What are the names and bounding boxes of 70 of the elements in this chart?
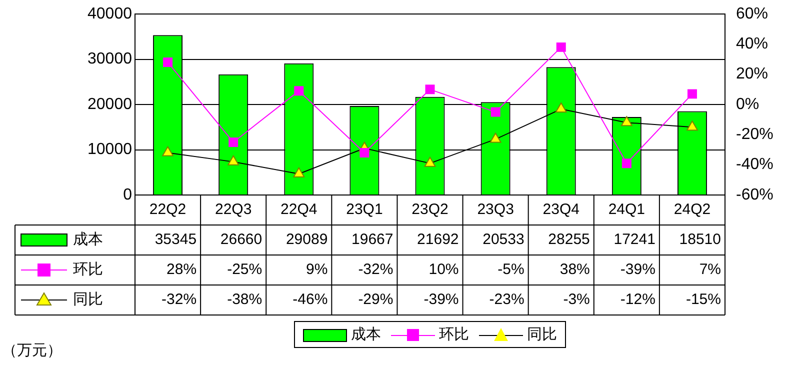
data-label: 20533	[482, 231, 524, 248]
y2-tick-label: 20%	[736, 66, 768, 83]
data-label: 28%	[166, 261, 197, 278]
point	[490, 107, 500, 117]
point	[228, 137, 238, 147]
data-label: -46%	[292, 291, 328, 308]
data-label: 38%	[560, 261, 590, 278]
data-label: 9%	[306, 261, 328, 278]
data-label: 21692	[417, 231, 459, 248]
data-label: -39%	[620, 261, 656, 278]
data-label: 35345	[154, 231, 197, 248]
y2-tick-label: -60%	[736, 186, 774, 204]
point	[555, 102, 567, 113]
y-tick-label: 30000	[88, 50, 132, 68]
data-label: -39%	[424, 291, 459, 308]
x-tick-label: 23Q4	[542, 201, 580, 218]
point	[686, 120, 698, 131]
data-label: -32%	[162, 291, 197, 308]
data-label: -32%	[358, 261, 394, 278]
point	[163, 58, 173, 68]
text: 环比	[439, 326, 469, 343]
data-label: -3%	[563, 291, 590, 308]
data-label: -12%	[620, 291, 656, 308]
data-label: -23%	[489, 291, 524, 308]
x-tick-label: 24Q1	[608, 201, 646, 218]
data-label: 28255	[548, 231, 590, 248]
data-label: -38%	[227, 291, 262, 308]
point	[228, 155, 240, 166]
data-label: -15%	[686, 291, 721, 308]
legend-label: 环比	[73, 261, 103, 278]
data-label: 26660	[220, 231, 262, 248]
x-tick-label: 24Q2	[674, 201, 711, 218]
y2-tick-label: 0%	[736, 96, 760, 113]
data-label: 17241	[614, 231, 656, 248]
point	[294, 86, 304, 96]
legend-label: 同比	[73, 291, 103, 308]
x-tick-label: 23Q1	[346, 201, 383, 218]
x-tick-label: 22Q2	[149, 201, 186, 218]
x-tick-label: 22Q4	[280, 201, 318, 218]
y-tick-label: 40000	[88, 5, 132, 22]
point	[162, 146, 174, 156]
x-tick-label: 22Q3	[214, 201, 252, 218]
data-label: 7%	[699, 261, 721, 278]
x-tick-label: 23Q3	[477, 201, 514, 218]
text: （万元）	[2, 342, 62, 360]
point	[556, 42, 566, 52]
data-label: -25%	[227, 261, 262, 278]
point	[424, 156, 436, 167]
y2-tick-label: -40%	[736, 156, 774, 174]
point	[687, 89, 697, 99]
data-label: 18510	[679, 231, 721, 248]
legend-label: 成本	[73, 231, 103, 248]
data-label: 29089	[286, 231, 328, 248]
point	[490, 132, 502, 143]
point	[620, 116, 632, 126]
point	[293, 167, 305, 178]
y-tick-label: 0	[123, 186, 132, 204]
y-tick-label: 10000	[88, 141, 132, 158]
x-tick-label: 23Q2	[412, 201, 448, 218]
y2-tick-label: 60%	[736, 5, 768, 22]
data-label: -29%	[358, 291, 394, 308]
data-label: -5%	[498, 261, 524, 278]
y-tick-label: 20000	[88, 96, 132, 113]
text: 同比	[527, 326, 557, 343]
y2-tick-label: -20%	[736, 126, 774, 144]
y2-tick-label: 40%	[736, 36, 768, 53]
text: 成本	[351, 326, 381, 343]
data-label: 10%	[428, 261, 459, 278]
data-label: 19667	[352, 231, 394, 248]
point	[425, 84, 435, 94]
